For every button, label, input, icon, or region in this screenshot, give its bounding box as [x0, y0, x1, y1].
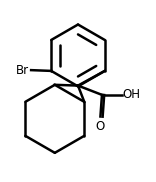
Text: OH: OH — [123, 88, 141, 101]
Text: O: O — [96, 120, 105, 133]
Text: Br: Br — [16, 64, 29, 77]
